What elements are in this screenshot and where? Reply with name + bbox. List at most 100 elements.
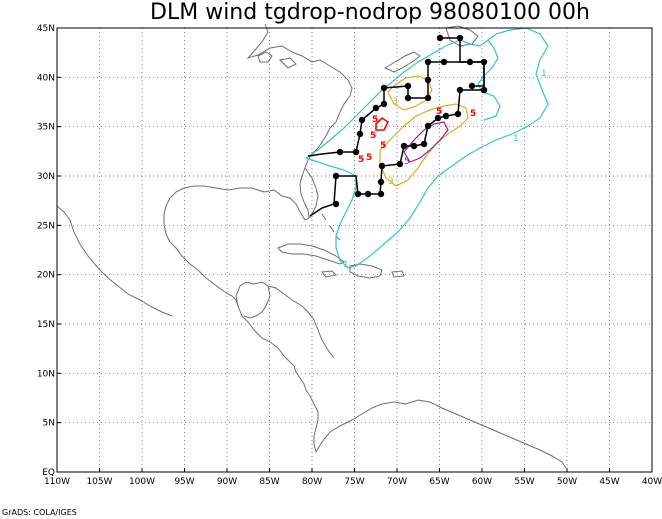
drop-point — [420, 140, 428, 148]
lon-tick-label: 55W — [514, 477, 534, 487]
lon-tick-label: 105W — [86, 477, 112, 487]
drop-point — [456, 86, 464, 94]
contour-label-5-red: 5 — [366, 153, 372, 163]
coastline-north-america — [163, 23, 353, 453]
drop-point — [424, 94, 432, 102]
coastline-cuba — [277, 243, 345, 265]
lat-tick-label: 25N — [37, 221, 55, 231]
drop-point — [442, 112, 450, 120]
drop-point — [364, 190, 372, 198]
flight-track-line — [307, 61, 485, 217]
lon-tick-label: 50W — [557, 477, 577, 487]
lon-tick-label: 80W — [302, 477, 322, 487]
contour-label-1: 1 — [343, 260, 349, 270]
lon-tick-label: 90W — [217, 477, 237, 487]
contour-labels: 1 1 1 3 3 5 5 5 5 5 5 5 5 — [343, 69, 547, 270]
contour-label-5-red: 5 — [470, 109, 476, 119]
plot-frame — [56, 27, 653, 473]
lon-tick-label: 45W — [599, 477, 619, 487]
lon-tick-label: 70W — [387, 477, 407, 487]
lat-tick-label: 40N — [37, 73, 55, 83]
longitude-labels: 110W 105W 100W 95W 90W 85W 80W 75W 70W 65W 60W 55W 5… — [44, 468, 662, 487]
drop-point — [466, 58, 474, 66]
drop-point — [372, 104, 380, 112]
lon-tick-label: 95W — [174, 477, 194, 487]
drop-point — [456, 34, 464, 42]
drop-point — [468, 82, 476, 90]
coastline-jamaica — [321, 270, 338, 278]
lon-tick-label: 75W — [344, 477, 364, 487]
contour-label-1: 1 — [541, 69, 547, 79]
credit-text: GrADS: COLA/IGES — [2, 508, 77, 517]
contour-5-a — [403, 121, 449, 163]
coastline-mexico-west — [56, 205, 173, 317]
lat-tick-label: 5N — [43, 419, 55, 429]
coastline-nova-scotia — [383, 51, 421, 73]
coastlines — [56, 23, 567, 469]
coastline-great-lakes — [257, 51, 297, 69]
contour-label-3: 3 — [388, 177, 394, 187]
lon-tick-label: 85W — [259, 477, 279, 487]
drop-point — [400, 142, 408, 150]
drop-point — [424, 76, 432, 84]
lon-tick-label: 100W — [129, 477, 155, 487]
contour-5-red-loop — [375, 116, 390, 131]
contour-label-5-red: 5 — [358, 155, 364, 165]
lat-tick-label: EQ — [42, 468, 55, 478]
drop-point — [480, 58, 488, 66]
drop-point — [354, 190, 362, 198]
lat-tick-label: 35N — [37, 123, 55, 133]
contour-label-5-red: 5 — [370, 131, 376, 141]
contours — [305, 27, 549, 269]
drop-point — [436, 34, 444, 42]
lat-tick-label: 45N — [37, 24, 55, 34]
lat-tick-label: 20N — [37, 271, 55, 281]
coastline-puerto-rico — [391, 270, 405, 278]
drop-point — [356, 130, 364, 138]
contour-3-a — [387, 75, 433, 111]
drop-point — [424, 122, 432, 130]
map-title: DLM wind tgdrop-nodrop 98080100 00h — [150, 0, 590, 25]
coastline-bahamas — [321, 213, 341, 241]
contour-label-5-red: 5 — [372, 115, 378, 125]
drop-point — [410, 142, 418, 150]
coastline-florida — [304, 167, 319, 219]
contour-3-b — [379, 103, 469, 187]
contour-label-5-red: 5 — [436, 107, 442, 117]
coastline-central-america — [267, 285, 335, 359]
latitude-labels: EQ 5N 10N 15N 20N 25N 30N 35N 40N 45N — [37, 24, 61, 478]
coastline-hispaniola — [349, 263, 383, 279]
drop-point — [336, 148, 344, 156]
drop-point — [434, 114, 442, 122]
drop-point — [380, 84, 388, 92]
coastline-newfoundland — [445, 25, 479, 47]
drop-point — [396, 160, 404, 168]
drop-point — [454, 110, 462, 118]
drop-point — [404, 94, 412, 102]
contour-label-1: 1 — [513, 134, 519, 144]
lat-tick-label: 30N — [37, 172, 55, 182]
graticule — [57, 28, 652, 472]
flight-track — [307, 34, 488, 217]
lat-tick-label: 10N — [37, 369, 55, 379]
contour-label-3: 3 — [392, 97, 398, 107]
drop-point — [377, 178, 385, 186]
drop-points — [332, 34, 488, 208]
drop-point — [480, 86, 488, 94]
lon-tick-label: 65W — [429, 477, 449, 487]
lon-tick-label: 110W — [44, 477, 70, 487]
drop-point — [378, 162, 386, 170]
contour-label-5: 5 — [404, 157, 410, 167]
lon-tick-label: 40W — [642, 477, 662, 487]
drop-point — [358, 116, 366, 124]
contour-1-outer — [305, 27, 549, 269]
drop-point — [352, 148, 360, 156]
drop-point — [377, 190, 385, 198]
contour-1-ne-lobe — [477, 39, 501, 121]
drop-point — [380, 100, 388, 108]
drop-point — [332, 172, 340, 180]
contour-label-5-red: 5 — [380, 141, 386, 151]
lat-tick-label: 15N — [37, 320, 55, 330]
